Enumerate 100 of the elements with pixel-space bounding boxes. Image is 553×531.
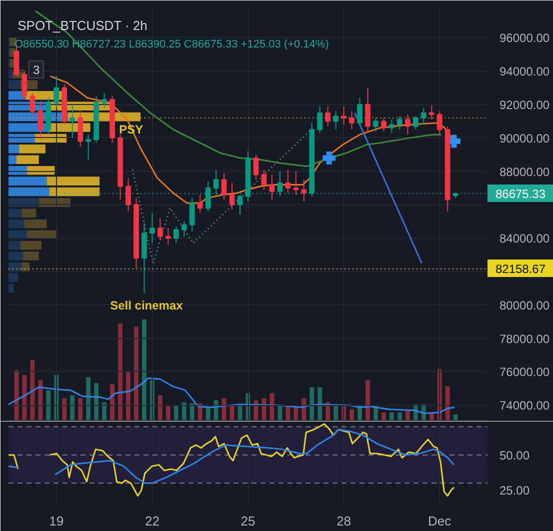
bar <box>318 387 322 420</box>
bar <box>166 405 170 420</box>
annotation: Sell cinemax <box>110 298 184 312</box>
candlestick <box>349 110 354 130</box>
bar <box>46 176 100 186</box>
bar <box>8 198 39 207</box>
annotation: 3 <box>32 62 40 77</box>
bar <box>8 187 50 196</box>
bar <box>8 208 22 218</box>
bar <box>366 380 370 420</box>
bar <box>142 320 146 420</box>
bar <box>8 284 14 293</box>
candlestick <box>436 110 442 136</box>
candlestick <box>78 110 84 147</box>
bar <box>8 176 47 186</box>
candlestick <box>126 178 131 212</box>
y-tick-label: 88000.00 <box>500 164 550 179</box>
bar <box>46 390 51 420</box>
candlestick <box>165 228 171 246</box>
candlestick <box>22 70 28 100</box>
y-tick-label: 25.00 <box>500 484 530 498</box>
bar <box>70 395 75 420</box>
candlestick <box>404 114 410 136</box>
candlestick <box>221 172 227 200</box>
y-tick-label: 84000.00 <box>500 232 550 246</box>
candlestick <box>277 170 283 197</box>
y-tick-label: 96000.00 <box>500 31 550 46</box>
candlestick <box>365 87 370 134</box>
y-tick-label: 74000.00 <box>500 398 550 413</box>
candlestick <box>301 179 307 202</box>
bar <box>19 144 46 154</box>
candlestick <box>86 134 92 160</box>
x-tick-label: Dec <box>428 514 452 528</box>
y-tick-label: 92000.00 <box>500 98 550 112</box>
bar <box>286 405 290 420</box>
candlestick <box>261 169 267 190</box>
bar <box>190 403 194 420</box>
bar <box>118 324 122 420</box>
bar <box>453 414 458 420</box>
candlestick <box>428 104 434 120</box>
x-tick-label: 28 <box>336 514 352 528</box>
bar <box>445 386 450 420</box>
bar <box>86 377 91 420</box>
bar <box>22 208 36 218</box>
candlestick <box>389 119 394 134</box>
candlestick <box>157 218 163 240</box>
candlestick <box>420 107 426 126</box>
bar <box>294 407 298 420</box>
candlestick <box>341 106 346 126</box>
bar <box>382 412 386 420</box>
y-tick-label: 94000.00 <box>500 64 550 79</box>
bar <box>326 402 330 420</box>
bar <box>158 395 162 420</box>
y-tick-label: 90000.00 <box>500 131 550 146</box>
candlestick <box>293 170 299 196</box>
bar <box>62 398 67 420</box>
bar <box>390 412 394 420</box>
bar <box>302 398 306 420</box>
bar <box>78 398 83 420</box>
bar <box>8 240 20 250</box>
bar <box>397 412 402 420</box>
y-tick-label: 76000.00 <box>500 365 550 380</box>
candlestick <box>317 106 323 134</box>
candlestick <box>373 117 378 132</box>
bar <box>23 252 39 260</box>
candlestick <box>325 106 331 127</box>
bar <box>8 273 18 282</box>
candlestick <box>70 104 76 138</box>
x-tick-label: 19 <box>49 514 64 528</box>
bar <box>8 252 24 260</box>
x-tick-label: 22 <box>144 514 160 528</box>
bar <box>22 262 30 272</box>
candlestick <box>285 169 291 194</box>
bar <box>126 372 130 420</box>
bar <box>49 187 100 196</box>
candlestick <box>150 212 155 244</box>
candlestick <box>229 182 235 210</box>
bar <box>350 409 354 420</box>
candlestick <box>412 116 418 130</box>
bar <box>334 405 338 420</box>
candlestick <box>189 198 195 232</box>
candlestick <box>269 174 275 200</box>
candlestick <box>213 169 219 197</box>
bar <box>8 144 20 154</box>
candlestick <box>38 100 44 140</box>
bar <box>102 402 106 420</box>
y-tick-label: 80000.00 <box>500 298 550 312</box>
candlestick <box>253 154 259 180</box>
y-tick-label: 50.00 <box>500 448 530 462</box>
candlestick <box>102 92 107 108</box>
ref-line-label: 82158.67 <box>495 262 546 276</box>
candlestick <box>357 97 362 127</box>
bar <box>8 155 16 164</box>
bar <box>110 384 114 420</box>
bar <box>182 402 186 420</box>
candlestick <box>173 226 179 244</box>
bar <box>206 407 210 420</box>
bar <box>20 240 42 250</box>
bar <box>405 410 410 420</box>
candlestick <box>54 76 60 108</box>
